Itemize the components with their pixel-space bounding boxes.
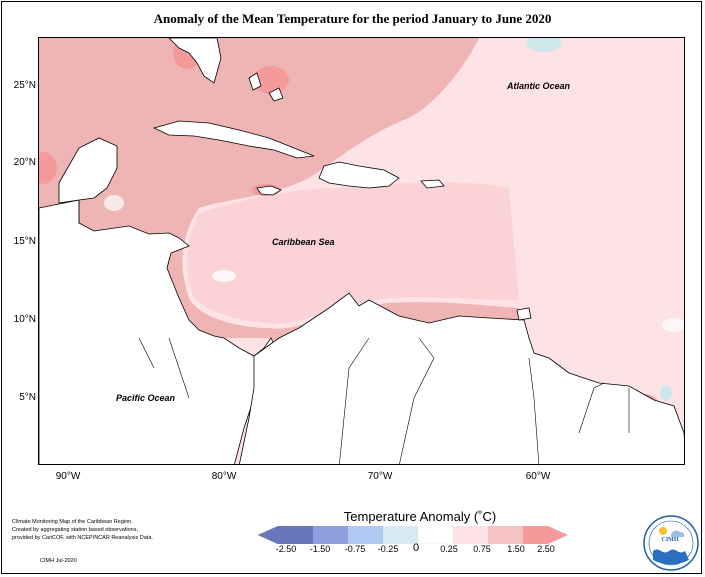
- credit-line-1: Climate Monitoring Map of the Caribbean …: [12, 519, 133, 525]
- lon-tick-90: 90°W: [55, 471, 81, 482]
- credit-line-2: Created by aggregating station based obs…: [12, 527, 138, 533]
- lon-tick-80: 80°W: [211, 471, 237, 482]
- legend-swatch-8: [523, 526, 548, 544]
- legend-tick-8: 1.50: [507, 544, 525, 554]
- lon-tick-70: 70°W: [367, 471, 393, 482]
- near-zero-spot-caribbean: [212, 270, 236, 282]
- legend-tick-6: 0.25: [440, 544, 458, 554]
- logo-text: CIMH: [661, 537, 679, 543]
- legend-swatch-3: [348, 526, 383, 544]
- lat-tick-25: 25°N: [13, 80, 36, 91]
- legend-swatch-6: [453, 526, 488, 544]
- cool-spot-north: [526, 38, 562, 52]
- warm-spot-mexico: [39, 152, 57, 184]
- jamaica-land: [256, 185, 282, 196]
- legend-title: Temperature Anomaly (˚C): [343, 509, 497, 524]
- label-atlantic-ocean: Atlantic Ocean: [507, 81, 571, 91]
- legend-arrow-left: [258, 526, 279, 544]
- cuba-land: [152, 120, 315, 159]
- lat-tick-15: 15°N: [13, 236, 36, 247]
- cimh-logo: [643, 515, 699, 571]
- logo-inner-ring: [648, 520, 694, 566]
- legend-tick-7: 0.75: [473, 544, 491, 554]
- warm-spot-bahamas: [253, 66, 289, 94]
- bahamas-land-2: [268, 87, 284, 102]
- legend-swatch-4: [383, 526, 418, 544]
- label-pacific-ocean: Pacific Ocean: [116, 393, 176, 403]
- bahamas-land: [248, 72, 262, 91]
- legend-tick-3: -0.75: [344, 544, 366, 554]
- cloud-icon: [671, 530, 685, 537]
- credit-date: CIMH Jul-2020: [40, 558, 77, 564]
- lat-tick-20: 20°N: [13, 157, 36, 168]
- land-masses: [39, 38, 684, 464]
- hispaniola-land: [318, 161, 400, 189]
- yucatan-land: [58, 137, 118, 204]
- near-zero-spot-atlantic: [662, 318, 684, 332]
- legend-swatch-1: [278, 526, 313, 544]
- sun-icon: [659, 527, 667, 535]
- lat-tick-5: 5°N: [19, 392, 36, 403]
- legend-tick-2: -1.50: [309, 544, 331, 554]
- puerto-rico-land: [420, 179, 445, 189]
- legend-tick-5: 0: [412, 542, 420, 554]
- map-title: Anomaly of the Mean Temperature for the …: [153, 11, 552, 26]
- lat-tick-10: 10°N: [13, 314, 36, 325]
- legend-tick-4: -0.25: [377, 544, 399, 554]
- caribbean-pink-area: [187, 182, 519, 324]
- trinidad-land: [516, 307, 532, 321]
- legend-tick-1: -2.50: [275, 544, 297, 554]
- credit-text: Climate Monitoring Map of the Caribbean …: [12, 518, 222, 542]
- anomaly-map-canvas: [39, 38, 684, 464]
- label-caribbean-sea: Caribbean Sea: [272, 237, 335, 247]
- legend-swatch-2: [313, 526, 348, 544]
- country-borders: [78, 200, 630, 464]
- lon-tick-60: 60°W: [525, 471, 551, 482]
- credit-line-3: provided by CariCOF, with NCEP/NCAR Rean…: [12, 535, 153, 541]
- cool-spot-east: [660, 385, 672, 401]
- legend-swatch-7: [488, 526, 523, 544]
- florida-land: [168, 38, 222, 84]
- anomaly-map: [38, 37, 685, 465]
- wave-icon: [653, 549, 689, 565]
- legend-tick-9: 2.50: [537, 544, 555, 554]
- south-america-land: [239, 292, 684, 464]
- legend-colorbar: [258, 526, 568, 544]
- legend-arrow-right: [548, 526, 568, 544]
- near-zero-spot-yucatan: [104, 195, 124, 211]
